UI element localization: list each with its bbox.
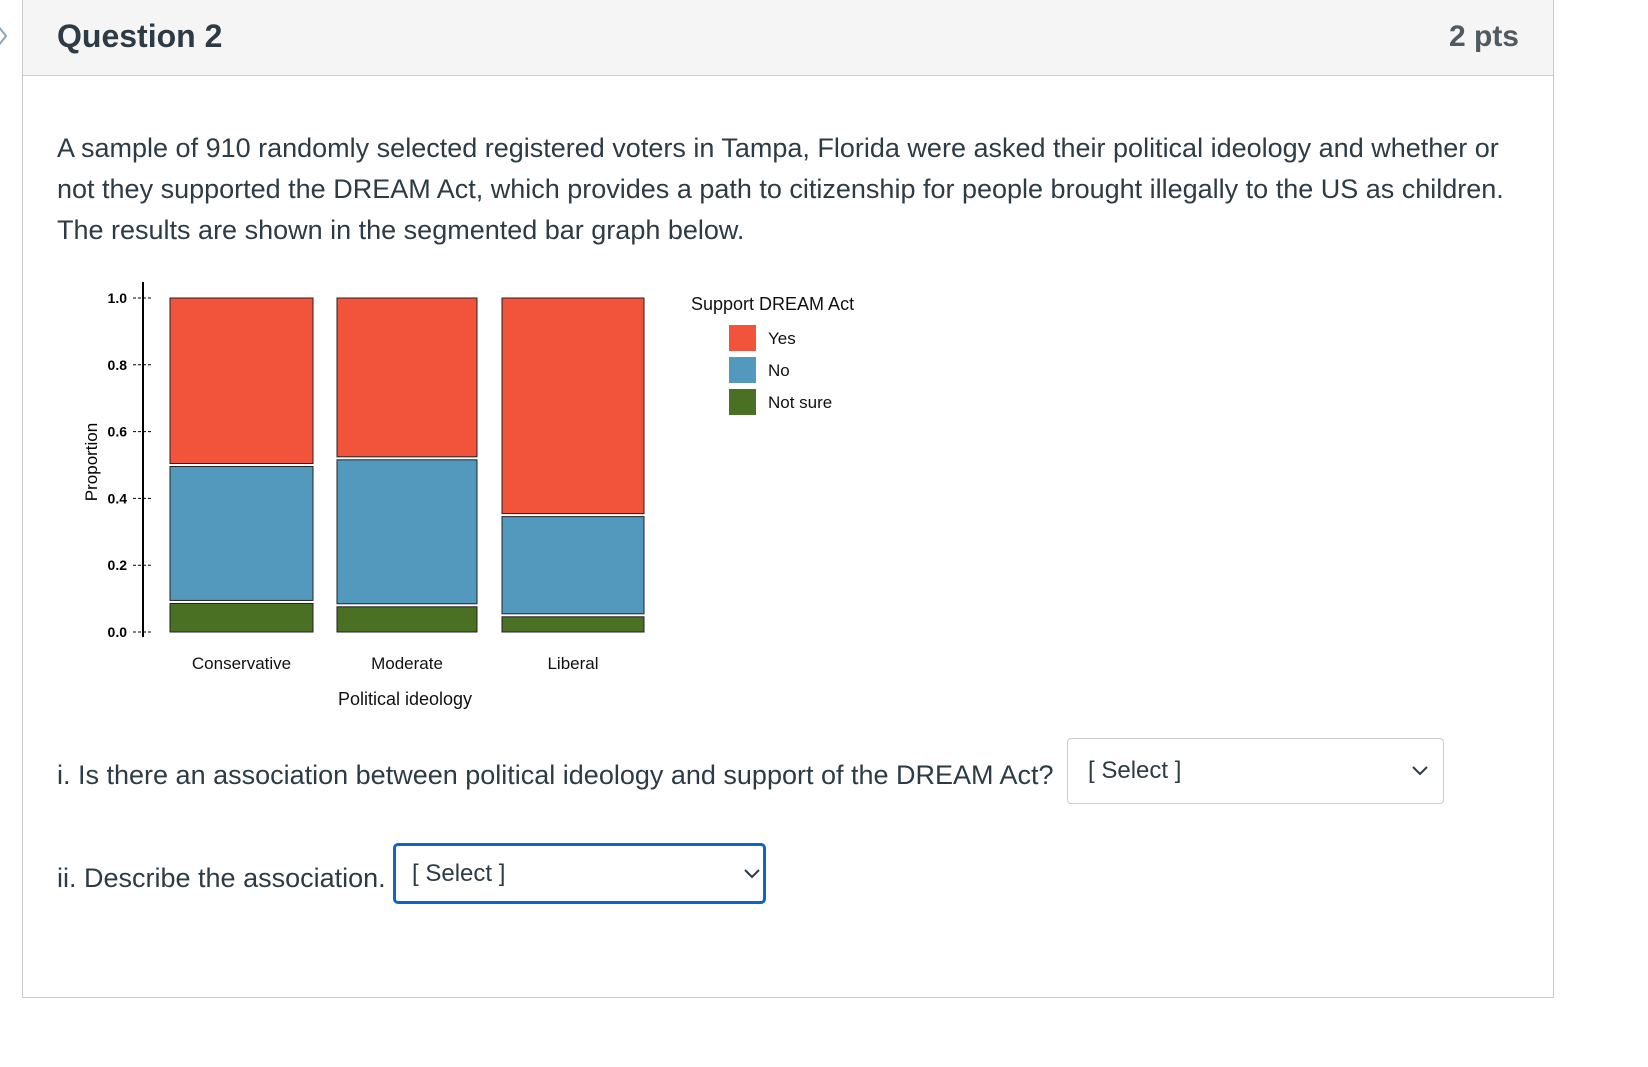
bar-segment-no bbox=[336, 459, 478, 605]
bar-segment-not-sure bbox=[501, 616, 645, 633]
question-text: A sample of 910 randomly selected regist… bbox=[57, 133, 1504, 245]
y-axis-title: Proportion bbox=[82, 423, 101, 501]
bar-segment-yes bbox=[501, 297, 645, 515]
x-tick-label: Conservative bbox=[192, 654, 291, 673]
part-i-label: i. Is there an association between polit… bbox=[57, 760, 1054, 790]
part-ii-select[interactable]: [ Select ] bbox=[393, 843, 766, 904]
question-title: Question 2 bbox=[57, 18, 223, 54]
x-axis-title: Political ideology bbox=[338, 689, 472, 709]
expand-arrow-icon[interactable] bbox=[0, 22, 10, 50]
bar-segment-not-sure bbox=[336, 606, 478, 633]
y-tick-label: 0.6 bbox=[108, 424, 128, 440]
chevron-down-icon bbox=[744, 868, 760, 878]
y-tick-label: 1.0 bbox=[108, 290, 128, 306]
x-tick-label: Moderate bbox=[371, 654, 443, 673]
bar-segment-not-sure bbox=[169, 602, 314, 633]
y-tick-label: 0.2 bbox=[108, 557, 128, 573]
question-points: 2 pts bbox=[1448, 20, 1519, 53]
y-tick-label: 0.0 bbox=[108, 624, 128, 640]
part-ii-label: ii. Describe the association. bbox=[57, 863, 386, 893]
bar-segment-yes bbox=[169, 297, 314, 464]
part-ii-select-value: [ Select ] bbox=[412, 859, 506, 887]
legend-label: No bbox=[768, 361, 790, 380]
legend-swatch bbox=[729, 325, 756, 351]
part-i-select-value: [ Select ] bbox=[1088, 757, 1182, 784]
legend-label: Not sure bbox=[768, 393, 832, 412]
legend-swatch bbox=[729, 389, 756, 415]
bar-segment-no bbox=[169, 466, 314, 601]
segmented-bar-chart: 0.0 0.2 0.4 0.6 0.8 1.0 Proportion Conservative… bbox=[82, 282, 854, 709]
legend-swatch bbox=[729, 357, 756, 383]
chevron-down-icon bbox=[1412, 766, 1428, 776]
legend-title: Support DREAM Act bbox=[691, 294, 854, 314]
part-i-select[interactable]: [ Select ] bbox=[1067, 738, 1444, 804]
legend-label: Yes bbox=[768, 329, 796, 348]
y-tick-label: 0.4 bbox=[108, 490, 128, 506]
y-tick-label: 0.8 bbox=[108, 357, 128, 373]
question-card: Question 2 2 pts A sample of 910 randoml… bbox=[22, 0, 1554, 998]
bar-segment-yes bbox=[336, 297, 478, 458]
question-header: Question 2 2 pts bbox=[23, 0, 1553, 76]
bar-segment-no bbox=[501, 516, 645, 615]
x-tick-label: Liberal bbox=[547, 654, 598, 673]
